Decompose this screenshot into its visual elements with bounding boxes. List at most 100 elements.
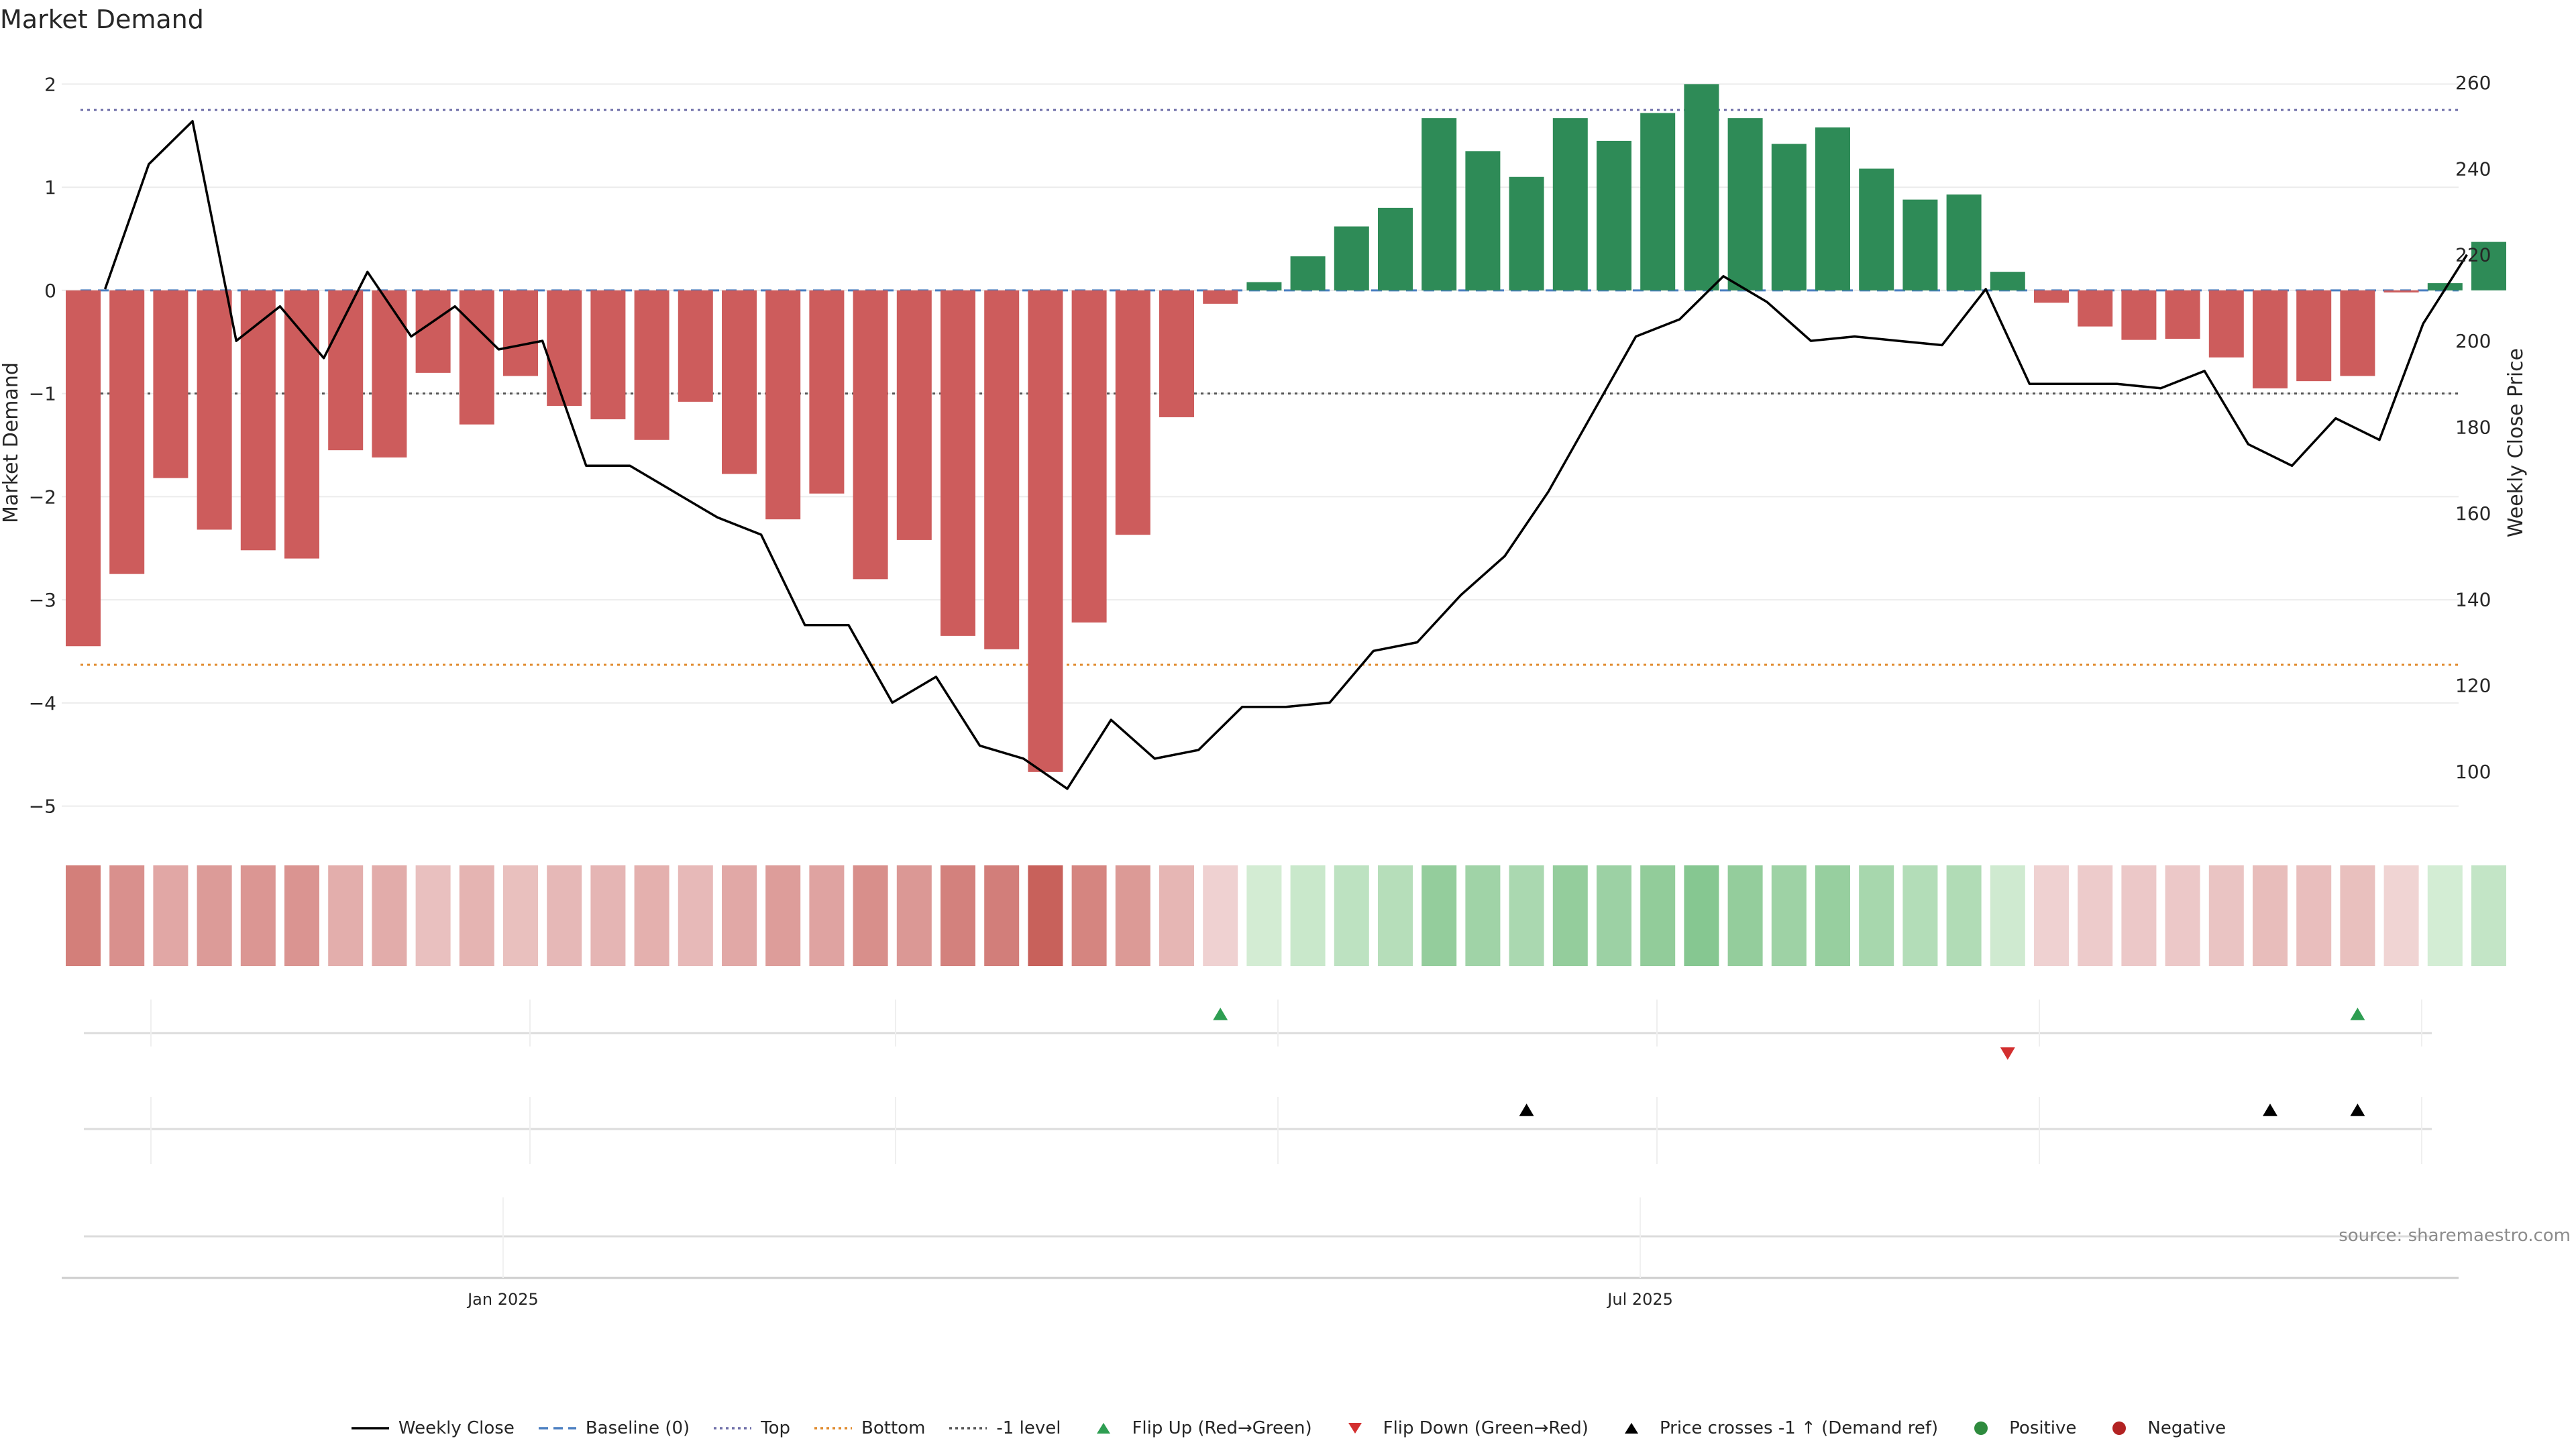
heat-cell xyxy=(634,865,669,966)
demand-bar xyxy=(1640,113,1676,290)
demand-bar xyxy=(1028,290,1063,772)
demand-bar xyxy=(2165,290,2200,339)
x-tick-label: Jan 2025 xyxy=(466,1290,539,1309)
heat-cell xyxy=(1771,865,1807,966)
heat-cell xyxy=(1597,865,1631,966)
axes: 2 1 0 −1 −2 −3 −4 −5 260 240 220 200 180 160 140 120 100… xyxy=(29,72,2491,1309)
demand-bar xyxy=(197,290,232,530)
legend-swatch xyxy=(1624,1423,1638,1434)
heat-cell xyxy=(109,865,145,966)
heat-cell xyxy=(1159,865,1194,966)
legend-item: Positive xyxy=(1961,1418,2076,1438)
demand-bar xyxy=(678,290,713,402)
heat-cell xyxy=(1071,865,1107,966)
legend-item: -1 level xyxy=(948,1418,1061,1438)
legend-item: Flip Down (Green→Red) xyxy=(1335,1418,1589,1438)
event-panels xyxy=(84,1000,2432,1278)
y-tick-label: 1 xyxy=(44,176,56,199)
legend-swatch xyxy=(538,1427,576,1430)
y-axis-label: Market Demand xyxy=(0,362,23,523)
heat-cell xyxy=(2471,865,2506,966)
heat-cell xyxy=(2208,865,2244,966)
demand-bar xyxy=(2427,283,2463,290)
heat-cell xyxy=(1115,865,1150,966)
y-tick-label: −3 xyxy=(29,589,56,611)
heat-cell xyxy=(328,865,364,966)
heat-cell xyxy=(1246,865,1282,966)
y-tick-label: −4 xyxy=(29,692,56,714)
legend-label: Weekly Close xyxy=(398,1418,515,1438)
legend-label: Price crosses -1 ↑ (Demand ref) xyxy=(1659,1418,1939,1438)
legend-item: Bottom xyxy=(813,1418,925,1438)
heat-cell xyxy=(66,865,101,966)
demand-bar xyxy=(66,290,101,647)
heat-cell xyxy=(1859,865,1894,966)
demand-bar xyxy=(984,290,1020,649)
legend-swatch xyxy=(714,1427,752,1430)
x-tick-label: Jul 2025 xyxy=(1606,1290,1673,1309)
legend-label: Positive xyxy=(2009,1418,2077,1438)
demand-bar xyxy=(2296,290,2332,382)
demand-bar xyxy=(1815,127,1850,290)
y-tick-label: 2 xyxy=(44,73,56,95)
demand-bar xyxy=(1684,84,1719,290)
legend-label: Top xyxy=(761,1418,791,1438)
legend-swatch xyxy=(1348,1423,1362,1434)
heat-cell xyxy=(1902,865,1938,966)
y-tick-label: −1 xyxy=(29,383,56,405)
demand-bar xyxy=(1159,290,1194,417)
heat-cell xyxy=(1465,865,1501,966)
legend-swatch xyxy=(351,1427,389,1430)
demand-bar xyxy=(153,290,189,478)
legend-item: Flip Up (Red→Green) xyxy=(1083,1418,1312,1438)
heat-cell xyxy=(941,865,975,966)
heat-cell xyxy=(1727,865,1763,966)
y-tick-label: 0 xyxy=(44,280,56,302)
legend-item: Baseline (0) xyxy=(537,1418,690,1438)
heat-cell xyxy=(809,865,845,966)
price-cross-marker xyxy=(2263,1104,2277,1116)
demand-bar xyxy=(722,290,757,474)
heat-cell xyxy=(415,865,451,966)
demand-bar xyxy=(1771,144,1807,290)
heat-cell xyxy=(1815,865,1850,966)
demand-bar xyxy=(634,290,669,440)
heat-cell xyxy=(2340,865,2375,966)
heat-cell xyxy=(2427,865,2463,966)
demand-bar xyxy=(896,290,932,540)
heat-cell xyxy=(1028,865,1063,966)
demand-bar xyxy=(415,290,451,373)
legend-label: Bottom xyxy=(861,1418,926,1438)
heat-cell xyxy=(896,865,932,966)
grid-layer xyxy=(62,83,2459,807)
legend-label: Negative xyxy=(2147,1418,2226,1438)
demand-bar xyxy=(1902,199,1938,290)
demand-bar xyxy=(284,290,319,559)
demand-bar xyxy=(2121,290,2157,340)
legend-item: Top xyxy=(712,1418,790,1438)
heat-cell xyxy=(2383,865,2419,966)
y2-axis-label: Weekly Close Price xyxy=(2504,348,2528,537)
heat-cell xyxy=(853,865,888,966)
heat-cell xyxy=(1684,865,1719,966)
demand-bar xyxy=(1509,176,1544,290)
demand-bar xyxy=(372,290,407,458)
y2-tick-label: 220 xyxy=(2455,244,2491,266)
demand-bar xyxy=(109,290,145,574)
y2-tick-label: 100 xyxy=(2455,761,2491,783)
heat-cell xyxy=(1290,865,1326,966)
legend-label: Flip Up (Red→Green) xyxy=(1132,1418,1312,1438)
demand-bar xyxy=(2078,290,2113,327)
heat-cell xyxy=(1552,865,1588,966)
heat-cell xyxy=(1421,865,1457,966)
heat-cell xyxy=(1203,865,1238,966)
heat-cell xyxy=(1990,865,2025,966)
y2-tick-label: 160 xyxy=(2455,502,2491,525)
price-cross-marker xyxy=(2350,1104,2365,1116)
heat-cell xyxy=(722,865,757,966)
heat-cell xyxy=(2296,865,2332,966)
demand-bar xyxy=(1246,282,1282,290)
weekly-close-polyline xyxy=(103,119,2468,790)
flip-down-marker xyxy=(2000,1047,2015,1060)
